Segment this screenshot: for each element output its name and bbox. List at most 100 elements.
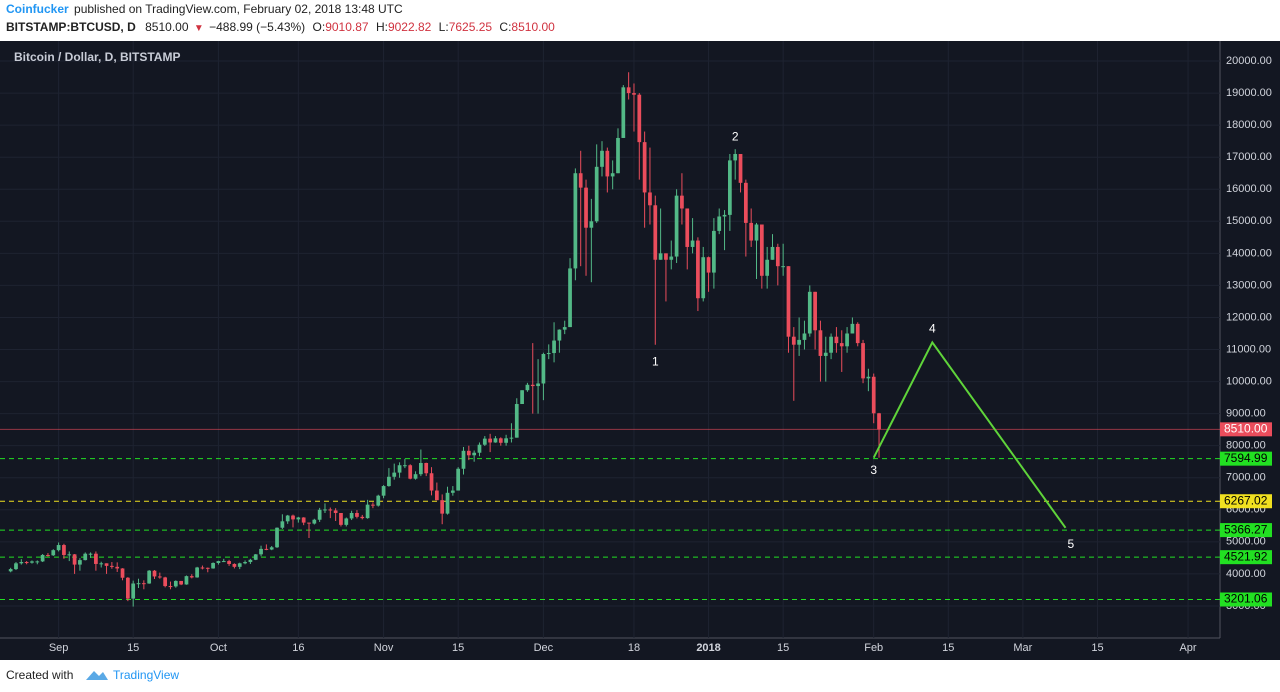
candle-body	[125, 577, 130, 599]
candle-body	[754, 224, 759, 241]
candle-body	[173, 580, 178, 587]
candle-body	[333, 510, 338, 513]
candle-body	[248, 559, 253, 563]
candle-body	[701, 257, 706, 299]
candle-body	[371, 504, 375, 506]
candle-body	[392, 472, 397, 477]
candle-body	[141, 583, 146, 585]
symbol: BITSTAMP:BTCUSD, D	[6, 20, 136, 34]
candle-body	[8, 569, 13, 572]
x-tick-label: 15	[1091, 642, 1103, 654]
candle-body	[584, 187, 588, 228]
candle-body	[450, 490, 455, 493]
candle-body	[19, 562, 24, 564]
candle-body	[205, 567, 210, 569]
level-label-box	[1220, 592, 1272, 607]
x-tick-label: 16	[292, 642, 304, 654]
candle-body	[83, 553, 88, 561]
candle-body	[280, 521, 285, 528]
candle-body	[573, 173, 578, 269]
candle-body	[227, 561, 231, 564]
publish-line: Coinfucker published on TradingView.com,…	[6, 2, 403, 16]
candle-body	[813, 291, 817, 331]
candle-body	[275, 527, 279, 548]
candle-body	[514, 404, 519, 438]
footer-created: Created with	[6, 668, 73, 682]
candle-body	[807, 291, 812, 334]
y-tick-label: 4000.00	[1226, 568, 1266, 580]
candle-body	[818, 330, 823, 356]
candle-body	[509, 437, 514, 439]
candle-body	[200, 567, 205, 569]
candle-body	[312, 519, 317, 524]
ohlc-value: 9022.82	[388, 20, 432, 34]
y-tick-label: 11000.00	[1226, 343, 1271, 355]
level-label: 7594.99	[1224, 451, 1268, 465]
candle-body	[259, 548, 263, 555]
candle-body	[664, 253, 668, 260]
level-label: 5366.27	[1224, 522, 1268, 536]
candle-body	[232, 563, 237, 567]
candle-body	[658, 253, 663, 260]
candle-body	[157, 576, 162, 578]
chart-title: Bitcoin / Dollar, D, BITSTAMP	[14, 50, 180, 64]
candle-body	[211, 562, 215, 569]
candle-body	[397, 465, 402, 473]
candle-body	[328, 509, 333, 511]
candle-body	[264, 548, 269, 550]
candle-body	[877, 413, 881, 430]
candle-body	[546, 353, 551, 355]
candle-body	[131, 583, 136, 599]
candle-body	[355, 512, 359, 517]
candle-body	[307, 522, 311, 524]
candle-body	[94, 553, 98, 564]
x-tick-label: 15	[777, 642, 789, 654]
candle-body	[253, 554, 258, 560]
y-tick-label: 15000.00	[1226, 215, 1272, 227]
candle-body	[669, 256, 674, 260]
annotation: 5	[1067, 537, 1074, 551]
candle-body	[344, 518, 349, 525]
candle-body	[690, 240, 695, 247]
quote-line: BITSTAMP:BTCUSD, D 8510.00 ▼ −488.99 (−5…	[6, 20, 555, 34]
candle-body	[781, 266, 786, 268]
candle-body	[456, 468, 461, 491]
candle-body	[56, 545, 61, 551]
candle-body	[594, 166, 599, 222]
candle-body	[30, 561, 34, 563]
candle-body	[147, 570, 152, 584]
candle-body	[610, 173, 615, 177]
candle-body	[168, 586, 173, 588]
y-tick-label: 16000.00	[1226, 183, 1272, 195]
candle-body	[871, 376, 876, 414]
candle-body	[296, 517, 301, 520]
candle-body	[434, 490, 439, 501]
footer-brand[interactable]: TradingView	[113, 668, 179, 682]
level-label: 4521.92	[1224, 549, 1268, 563]
candle-body	[466, 450, 471, 456]
candle-body	[195, 567, 199, 578]
y-tick-label: 12000.00	[1226, 311, 1272, 323]
candle-body	[632, 93, 636, 95]
annotation: 4	[929, 322, 936, 336]
candle-body	[323, 509, 327, 511]
y-tick-label: 8000.00	[1226, 440, 1266, 452]
candle-body	[861, 343, 865, 379]
candle-body	[376, 495, 381, 506]
candle-body	[717, 216, 722, 231]
candle-body	[504, 438, 508, 443]
candle-body	[99, 563, 104, 565]
axes: 3000.004000.005000.006000.007000.008000.…	[49, 55, 1272, 654]
candle-body	[88, 553, 93, 555]
candle-body	[301, 517, 306, 523]
candle-body	[578, 173, 583, 188]
candle-body	[403, 465, 407, 467]
ohlc-value: 7625.25	[449, 20, 493, 34]
candle-body	[349, 512, 354, 519]
candle-body	[712, 230, 716, 273]
y-tick-label: 17000.00	[1226, 151, 1272, 163]
change: −488.99 (−5.43%)	[209, 20, 305, 34]
candle-body	[642, 142, 647, 193]
author[interactable]: Coinfucker	[6, 2, 69, 16]
